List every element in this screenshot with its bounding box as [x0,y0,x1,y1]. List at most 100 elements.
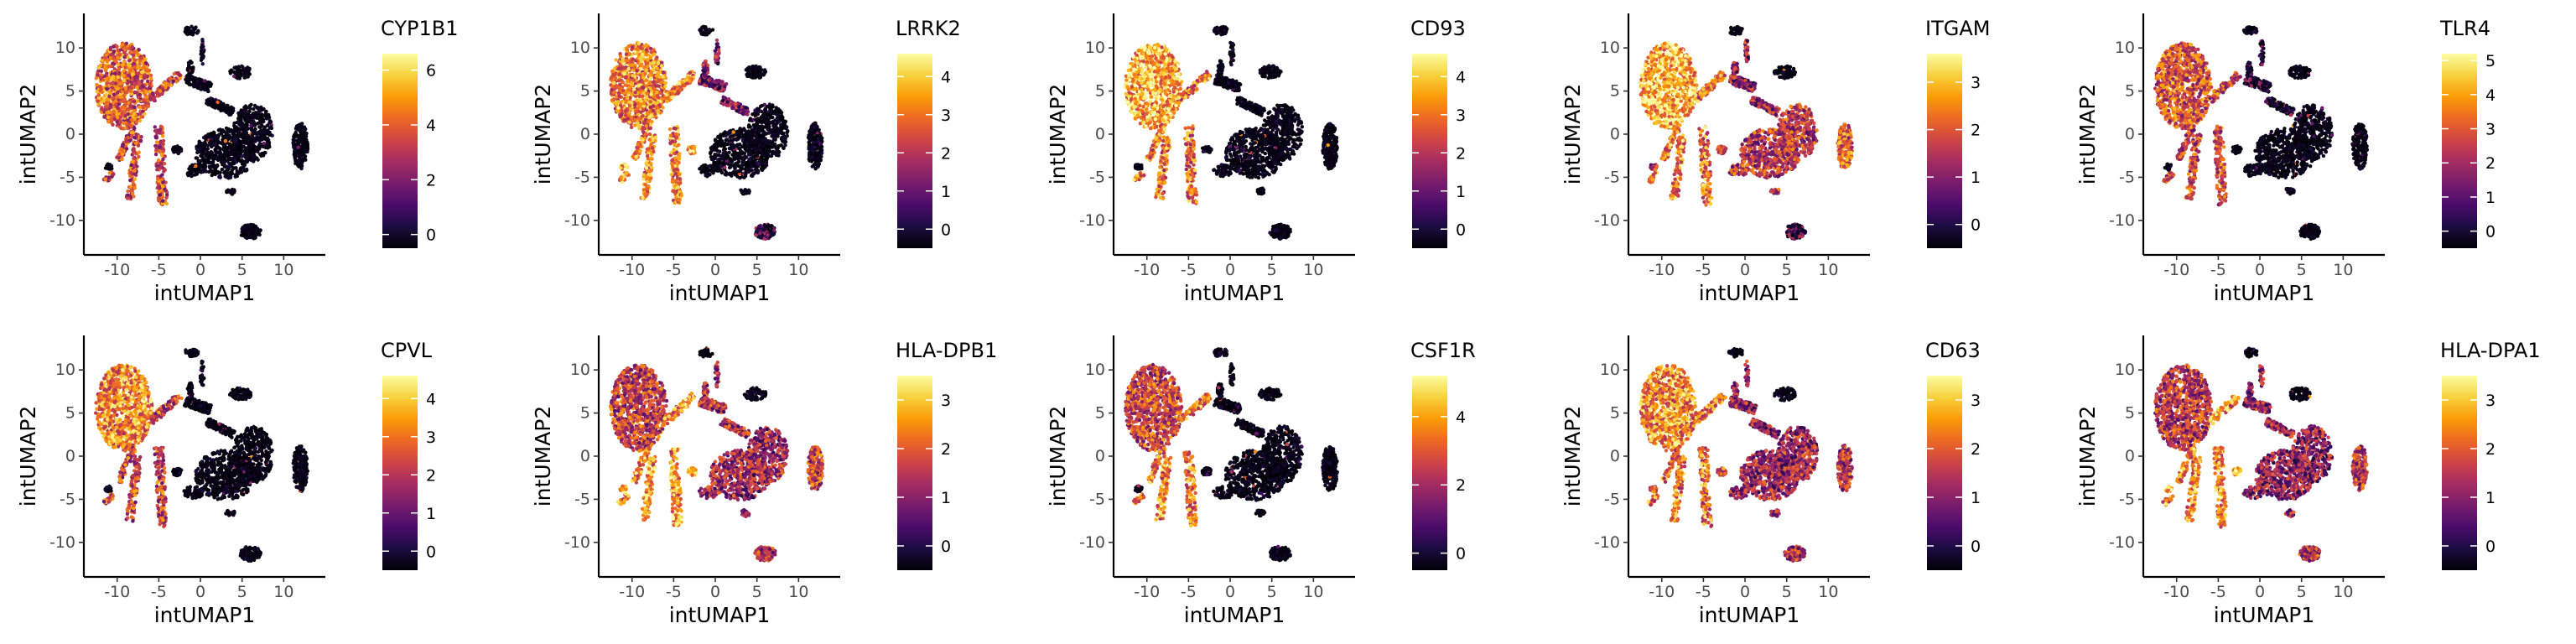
scatter-point [647,119,651,123]
scatter-point [158,89,163,93]
scatter-point [641,80,645,85]
scatter-point [648,55,652,60]
scatter-point [254,231,259,236]
scatter-point [202,144,206,149]
scatter-point [222,160,226,164]
scatter-point [228,175,233,179]
scatter-point [190,70,195,75]
scatter-point [705,63,710,68]
scatter-point [234,138,238,143]
scatter-point [631,74,635,78]
scatter-point [642,65,647,70]
scatter-point [121,87,125,91]
scatter-point [674,135,679,140]
scatter-point [668,153,673,158]
scatter-point [615,95,619,99]
scatter-point [236,171,241,175]
scatter-point [100,107,105,112]
scatter-point [195,80,200,84]
scatter-point [628,100,632,105]
scatter-point [262,141,267,146]
scatter-point [162,161,167,166]
scatter-point [247,138,251,143]
scatter-point [262,106,266,112]
scatter-point [226,190,231,194]
scatter-point [648,86,652,91]
scatter-point [248,235,252,239]
scatter-point [657,79,661,83]
scatter-point [639,59,643,64]
scatter-point [620,108,624,112]
scatter-point [672,148,676,152]
scatter-point [170,147,175,152]
scatter-point [673,132,678,137]
scatter-point [649,50,653,55]
scatter-point [633,49,637,55]
scatter-point [237,148,242,152]
scatter-point [644,166,649,170]
scatter-point [757,66,762,70]
scatter-point [169,77,173,81]
scatter-point [232,132,236,137]
scatter-point [302,125,307,129]
scatter-point [210,150,215,155]
scatter-point [154,140,159,144]
scatter-point [634,109,638,113]
scatter-point [610,70,615,74]
scatter-point [250,232,254,236]
scatter-point [189,168,193,172]
scatter-point [161,131,165,135]
scatter-point [654,56,658,61]
scatter-point [245,159,249,164]
scatter-point [239,150,243,155]
scatter-point [305,146,309,150]
scatter-point [690,77,694,81]
scatter-point [646,175,650,179]
scatter-point [637,87,641,91]
scatter-point [128,89,132,94]
scatter-point [746,70,750,75]
scatter-point [253,138,257,143]
scatter-point [638,149,642,153]
scatter-point [160,199,165,203]
scatter-point [129,163,133,168]
colorbar-tick-label: 0 [426,226,436,245]
scatter-point [115,155,119,159]
scatter-point [710,28,715,32]
scatter-point [649,92,653,96]
scatter-point [714,42,719,46]
scatter-point [132,61,136,65]
scatter-point [106,119,111,124]
scatter-point [155,168,159,172]
scatter-point [626,96,630,101]
scatter-point [672,168,676,173]
scatter-point [161,157,165,162]
scatter-point [714,55,719,59]
scatter-point [256,149,260,154]
scatter-point [253,227,257,231]
scatter-point [136,71,140,76]
scatter-point [132,135,137,140]
scatter-point [242,130,246,134]
scatter-point [641,104,647,108]
scatter-point [126,112,131,117]
scatter-point [744,112,749,117]
scatter-point [622,66,627,70]
scatter-point [207,101,211,106]
scatter-point [611,81,616,86]
scatter-point [725,100,730,104]
scatter-point [138,96,143,101]
x-tick-label: 10 [273,261,293,279]
scatter-point [649,143,653,147]
scatter-point [98,75,102,80]
scatter-point [253,123,257,127]
scatter-point [298,156,302,160]
scatter-point [96,65,101,70]
scatter-point [643,183,647,187]
scatter-point [745,74,750,79]
scatter-point [195,31,200,35]
scatter-point [245,236,249,241]
scatter-point [223,108,227,112]
scatter-point [641,75,645,80]
